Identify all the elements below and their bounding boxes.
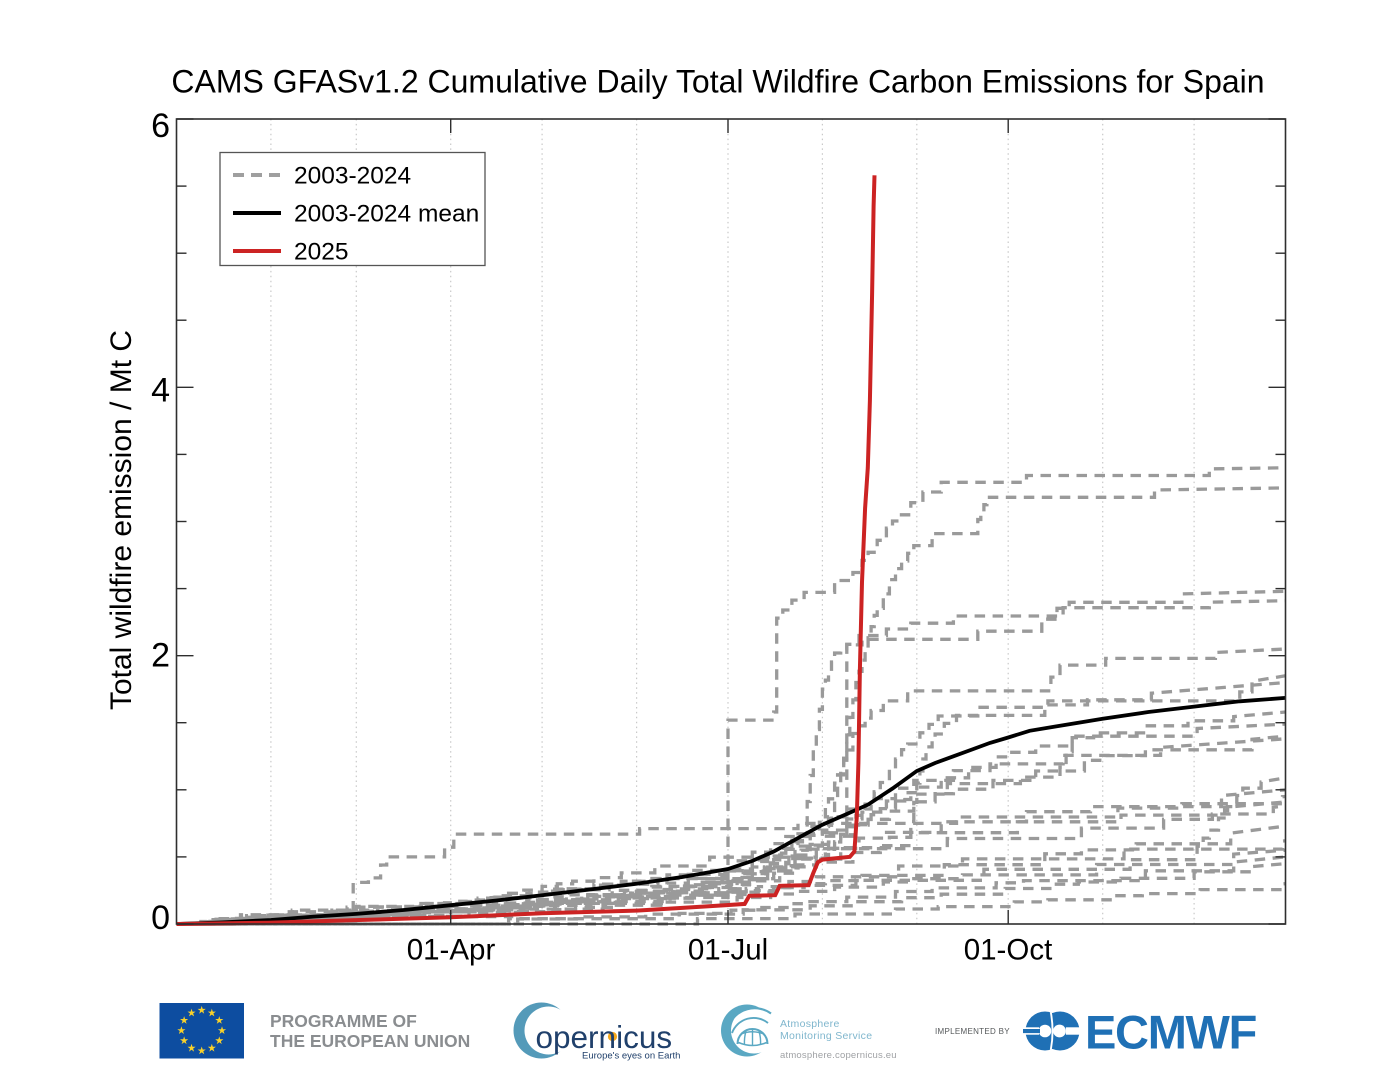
svg-text:THE EUROPEAN UNION: THE EUROPEAN UNION [270, 1031, 470, 1051]
svg-text:Total wildfire emission / Mt C: Total wildfire emission / Mt C [105, 330, 138, 710]
svg-text:01-Apr: 01-Apr [407, 934, 496, 967]
svg-text:atmosphere.copernicus.eu: atmosphere.copernicus.eu [780, 1050, 897, 1061]
svg-text:2025: 2025 [294, 239, 349, 266]
svg-text:opernicus: opernicus [536, 1019, 673, 1055]
svg-text:Monitoring Service: Monitoring Service [780, 1030, 872, 1042]
svg-text:2003-2024: 2003-2024 [294, 163, 411, 190]
svg-text:01-Jul: 01-Jul [688, 934, 768, 967]
svg-text:ECMWF: ECMWF [1085, 1006, 1256, 1059]
svg-text:01-Oct: 01-Oct [964, 934, 1053, 967]
svg-text:0: 0 [151, 899, 170, 937]
svg-text:PROGRAMME OF: PROGRAMME OF [270, 1011, 417, 1031]
svg-text:2: 2 [151, 637, 170, 675]
svg-text:6: 6 [151, 107, 170, 145]
svg-text:4: 4 [151, 372, 170, 410]
svg-text:IMPLEMENTED BY: IMPLEMENTED BY [935, 1027, 1010, 1036]
svg-text:Europe's eyes on Earth: Europe's eyes on Earth [582, 1051, 680, 1062]
svg-text:CAMS GFASv1.2 Cumulative Daily: CAMS GFASv1.2 Cumulative Daily Total Wil… [171, 64, 1264, 100]
svg-text:Atmosphere: Atmosphere [780, 1018, 840, 1030]
svg-text:2003-2024 mean: 2003-2024 mean [294, 201, 479, 228]
